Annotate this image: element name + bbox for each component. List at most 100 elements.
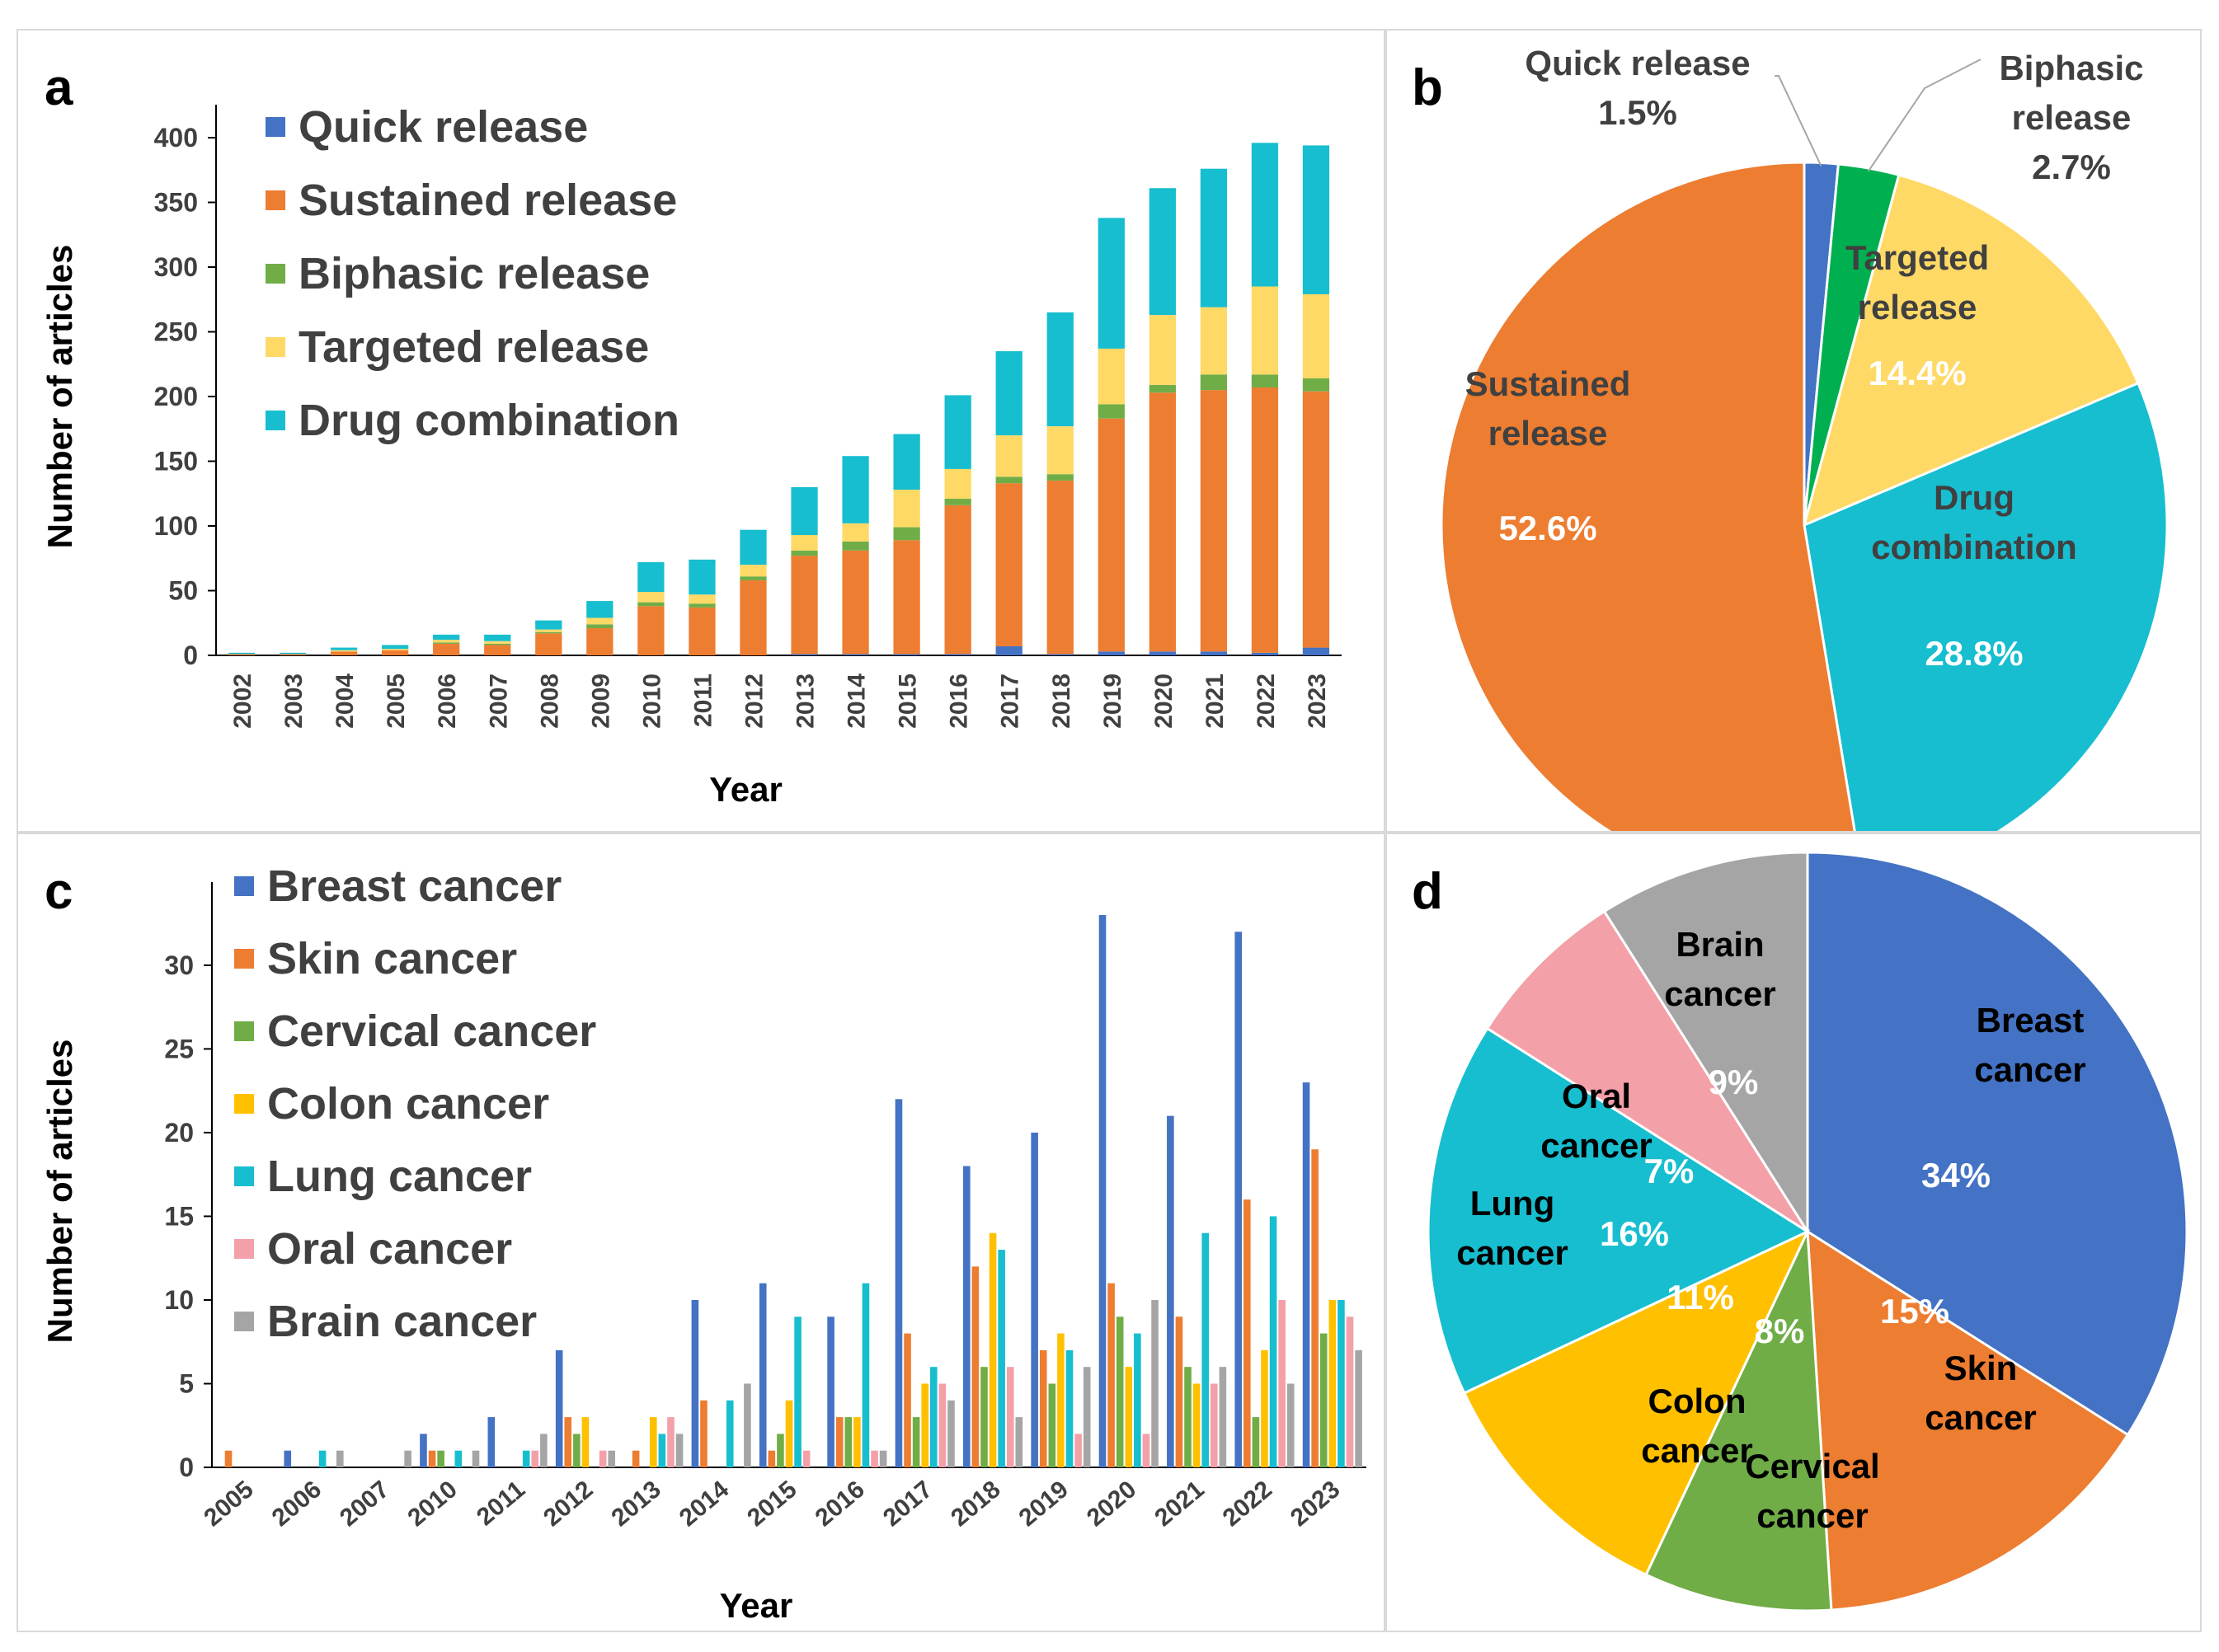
legend-label-targeted-release: Targeted release (299, 322, 649, 372)
bar-drug-combination-2020 (1149, 188, 1176, 316)
bar-lung-cancer-2019 (1065, 1349, 1074, 1467)
x-tick-label: 2009 (587, 673, 614, 729)
bar-biphasic-release-2012 (740, 576, 767, 580)
legend-label-biphasic-release: Biphasic release (299, 249, 650, 298)
bar-breast-cancer-2022 (1234, 932, 1242, 1467)
slice-percent-brain-cancer: 9% (1709, 1063, 1759, 1101)
x-tick-label: 2005 (383, 673, 410, 729)
bar-breast-cancer-2011 (487, 1417, 496, 1467)
bar-lung-cancer-2013 (658, 1434, 666, 1467)
legend-label-sustained-release: Sustained release (299, 176, 677, 225)
bar-targeted-release-2007 (484, 641, 511, 644)
bar-oral-cancer-2021 (1211, 1383, 1218, 1467)
bar-biphasic-release-2019 (1098, 404, 1125, 419)
panel-letter-a: a (45, 59, 73, 116)
slice-label-sustained-release: Sustained (1465, 364, 1631, 403)
y-tick-label: 300 (154, 252, 198, 282)
x-axis-title: Year (709, 770, 783, 809)
bar-brain-cancer-2021 (1219, 1367, 1227, 1467)
bar-targeted-release-2015 (893, 490, 920, 528)
bar-breast-cancer-2020 (1098, 915, 1107, 1467)
bar-sustained-release-2020 (1149, 392, 1176, 652)
x-tick-label: 2004 (331, 673, 359, 729)
y-tick-label: 20 (164, 1118, 194, 1147)
y-axis-title: Number of articles (40, 1040, 79, 1344)
bar-biphasic-release-2015 (893, 527, 920, 541)
bar-breast-cancer-2023 (1302, 1082, 1310, 1467)
pie-slice-colon-cancer (1462, 1228, 1811, 1577)
slice-label-breast-cancer: cancer (1974, 1050, 2085, 1089)
bar-breast-cancer-2021 (1167, 1115, 1174, 1467)
bar-sustained-release-2012 (740, 580, 767, 655)
bar-skin-cancer-2005 (224, 1450, 233, 1467)
bar-drug-combination-2017 (995, 351, 1023, 436)
legend-label-lung-cancer: Lung cancer (267, 1152, 532, 1201)
y-tick-label: 100 (154, 511, 198, 541)
legend-label-skin-cancer: Skin cancer (267, 934, 517, 983)
x-tick-label: 2017 (997, 673, 1024, 729)
slice-label-targeted-release: release (1858, 288, 1977, 326)
slice-label-drug-combination: Drug (1934, 478, 2014, 517)
bar-drug-combination-2013 (791, 486, 818, 535)
panel-letter-c: c (45, 863, 73, 920)
x-tick-label: 2014 (675, 1476, 735, 1532)
x-tick-label: 2007 (485, 673, 512, 729)
y-tick-label: 250 (154, 317, 198, 347)
bar-lung-cancer-2010 (454, 1450, 463, 1467)
bar-sustained-release-2014 (842, 550, 869, 655)
y-tick-label: 5 (179, 1368, 194, 1398)
bar-cervical-cancer-2021 (1184, 1367, 1192, 1467)
bar-skin-cancer-2018 (971, 1266, 980, 1467)
legend-swatch-drug-combination (266, 411, 285, 430)
legend-swatch-breast-cancer (234, 876, 254, 896)
pie-slice-targeted-release (1802, 173, 2140, 528)
x-tick-label: 2005 (199, 1476, 258, 1532)
y-tick-label: 350 (154, 188, 198, 218)
x-tick-label: 2022 (1218, 1476, 1277, 1532)
pie-slice-drug-combination (1803, 381, 2169, 831)
x-tick-label: 2016 (811, 1476, 870, 1532)
bar-brain-cancer-2016 (879, 1450, 887, 1467)
bar-cervical-cancer-2012 (573, 1434, 581, 1467)
x-tick-label: 2018 (946, 1476, 1005, 1532)
bar-colon-cancer-2015 (785, 1400, 793, 1467)
bar-targeted-release-2005 (382, 649, 409, 650)
pie-slice-sustained-release (1440, 161, 1856, 831)
bar-targeted-release-2006 (433, 640, 460, 643)
bar-skin-cancer-2016 (835, 1417, 844, 1467)
x-tick-label: 2002 (229, 673, 256, 729)
panel-letter-b: b (1412, 59, 1443, 116)
x-tick-label: 2003 (280, 673, 308, 729)
legend-swatch-oral-cancer (234, 1239, 254, 1259)
legend-swatch-targeted-release (266, 337, 285, 357)
bar-brain-cancer-2023 (1355, 1349, 1362, 1467)
bar-colon-cancer-2019 (1057, 1333, 1065, 1467)
slice-percent-targeted-release: 14.4% (1868, 354, 1966, 392)
bar-drug-combination-2007 (484, 634, 511, 641)
y-tick-label: 10 (164, 1285, 194, 1315)
bar-sustained-release-2008 (535, 633, 562, 655)
bar-cervical-cancer-2015 (777, 1434, 784, 1467)
bar-skin-cancer-2017 (904, 1333, 911, 1467)
y-tick-label: 25 (164, 1034, 194, 1063)
slice-label-biphasic-release: Biphasic (1999, 49, 2143, 87)
y-axis-title: Number of articles (40, 245, 79, 549)
slice-label-cervical-cancer: Cervical (1745, 1447, 1879, 1485)
bar-colon-cancer-2017 (921, 1383, 929, 1467)
bar-targeted-release-2022 (1251, 286, 1279, 375)
bar-quick-release-2015 (893, 654, 920, 655)
slice-label-breast-cancer: Breast (1977, 1001, 2085, 1040)
y-tick-label: 0 (183, 641, 198, 670)
bar-oral-cancer-2023 (1346, 1316, 1354, 1467)
bar-biphasic-release-2020 (1149, 384, 1176, 393)
legend-label-oral-cancer: Oral cancer (267, 1224, 512, 1274)
legend-label-colon-cancer: Colon cancer (267, 1079, 549, 1129)
slice-percent-colon-cancer: 11% (1667, 1278, 1734, 1316)
x-tick-label: 2019 (1014, 1476, 1074, 1532)
bar-drug-combination-2021 (1200, 168, 1228, 307)
slice-label-skin-cancer: cancer (1925, 1398, 2036, 1437)
bar-drug-combination-2022 (1251, 143, 1279, 287)
x-tick-label: 2011 (472, 1476, 530, 1531)
bar-colon-cancer-2012 (581, 1417, 590, 1467)
bar-cervical-cancer-2023 (1319, 1333, 1328, 1467)
